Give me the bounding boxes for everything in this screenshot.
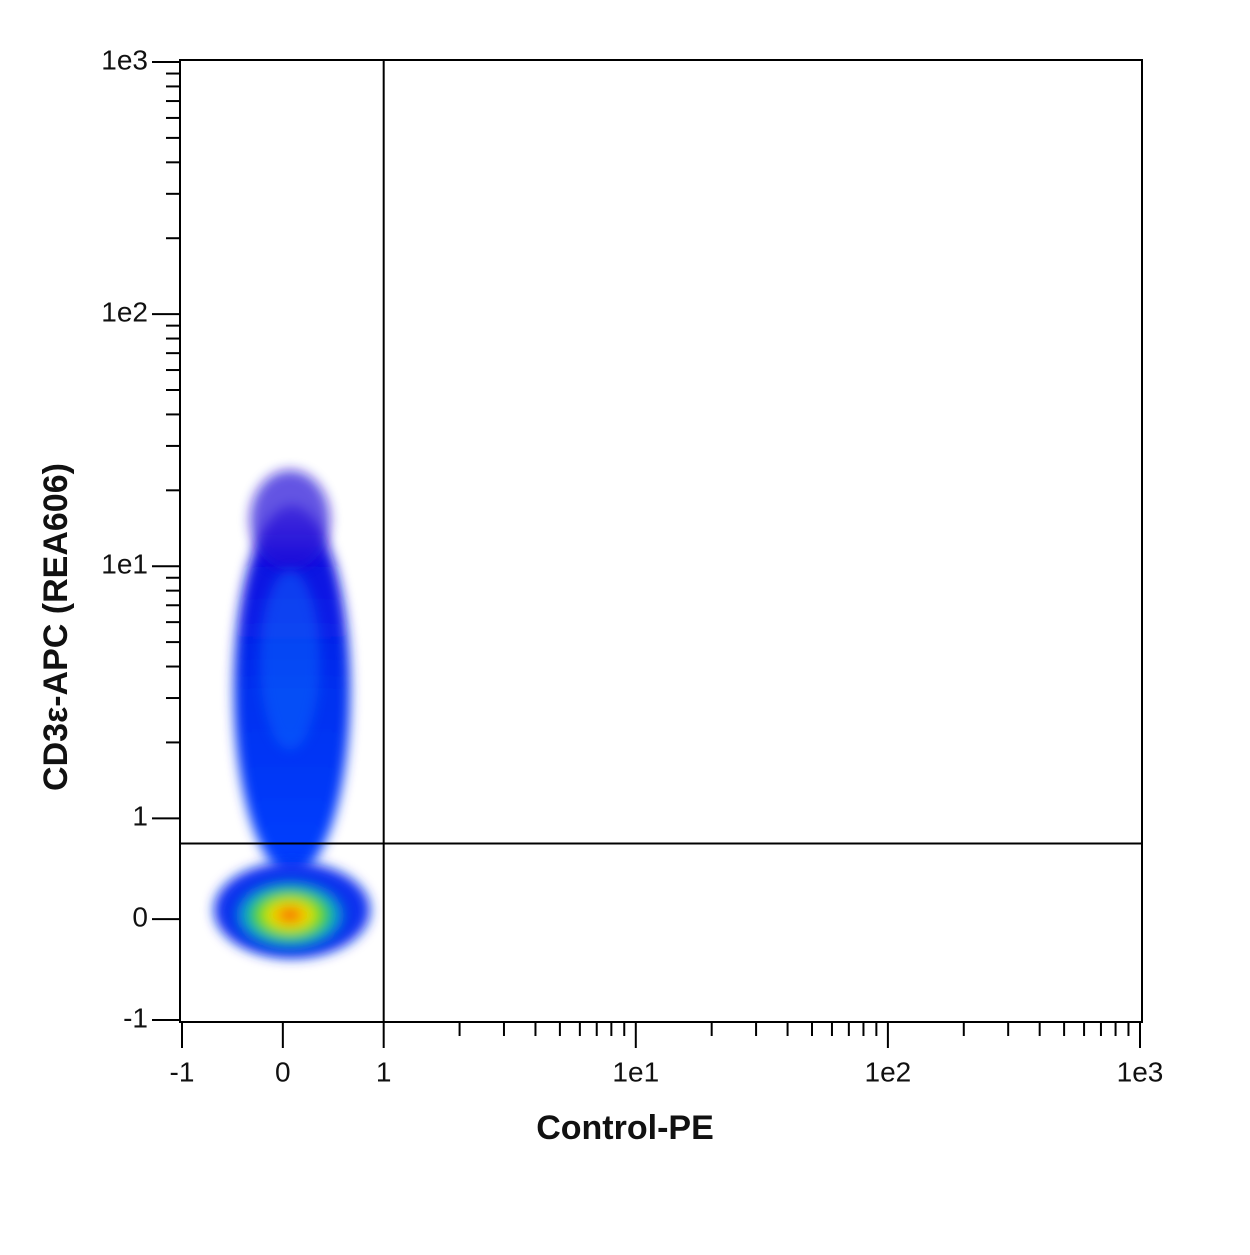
x-tick-label: 1e1 <box>612 1056 659 1087</box>
y-tick-label: 1e2 <box>101 296 148 327</box>
x-tick-label: 0 <box>275 1056 291 1087</box>
x-axis-title: Control-PE <box>536 1109 714 1147</box>
y-tick-label: 0 <box>132 902 148 933</box>
x-tick-label: 1e3 <box>1117 1056 1164 1087</box>
y-tick-label: 1e1 <box>101 549 148 580</box>
x-tick-label: -1 <box>170 1056 195 1087</box>
y-tick-label: 1e3 <box>101 44 148 75</box>
x-tick-label: 1e2 <box>865 1056 912 1087</box>
x-tick-label: 1 <box>376 1056 392 1087</box>
y-axis-title: CD3ε-APC (REA606) <box>37 463 75 791</box>
plot-frame <box>179 59 1143 1023</box>
axes: -1 0 1 1e1 1e2 1e3 -1 0 1 1e1 1e2 1e3 <box>101 44 1163 1087</box>
population <box>214 470 370 958</box>
y-tick-label: -1 <box>123 1002 148 1033</box>
y-tick-label: 1 <box>132 801 148 832</box>
